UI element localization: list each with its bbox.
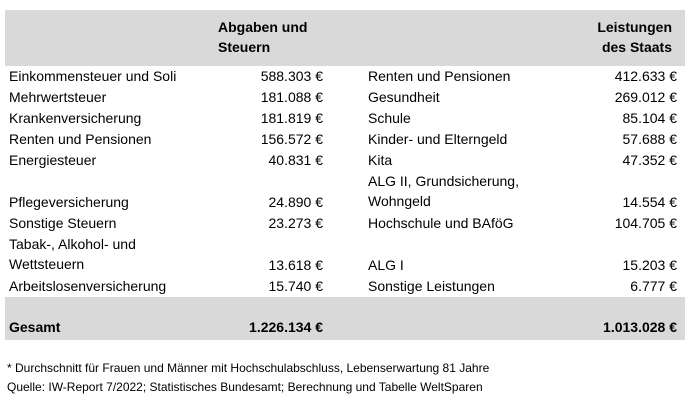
right-row-label: Kinder- und Elterngeld (368, 131, 508, 147)
left-row-label-line2: Wettsteuern (9, 256, 85, 272)
right-row-label: Renten und Pensionen (368, 68, 511, 84)
right-row-label-line1: ALG II, Grundsicherung, (368, 173, 519, 189)
header-abgaben-steuern: Abgaben und Steuern (218, 17, 307, 57)
left-row-value: 156.572 € (260, 131, 323, 147)
right-row-label: Hochschule und BAföG (368, 215, 514, 231)
right-row-label: Sonstige Leistungen (368, 278, 495, 294)
left-row-label: Energiesteuer (9, 152, 97, 168)
left-row-value: 181.088 € (260, 89, 323, 105)
right-row-value: 85.104 € (622, 110, 678, 126)
total-leistungen-value: 1.013.028 € (603, 319, 677, 335)
right-row-value: 15.203 € (622, 257, 678, 273)
left-row-value: 23.273 € (268, 215, 324, 231)
table-header-background (5, 10, 685, 66)
left-row-label: Renten und Pensionen (9, 131, 152, 147)
left-row-label: Arbeitslosenversicherung (9, 278, 167, 294)
right-row-value: 14.554 € (622, 194, 678, 210)
left-row-label: Mehrwertsteuer (9, 89, 107, 105)
header-leistungen-staat: Leistungen des Staats (597, 17, 672, 57)
total-abgaben-value: 1.226.134 € (249, 319, 323, 335)
right-row-label: ALG I (368, 257, 404, 273)
right-row-value: 6.777 € (630, 278, 677, 294)
left-row-value: 13.618 € (268, 257, 324, 273)
header-abgaben-line2: Steuern (218, 39, 271, 55)
right-row-label: Gesundheit (368, 89, 440, 105)
right-row-value: 57.688 € (622, 131, 678, 147)
left-row-label: Pflegeversicherung (9, 194, 129, 210)
left-row-label: Einkommensteuer und Soli (9, 68, 177, 84)
right-row-value: 47.352 € (622, 152, 678, 168)
left-row-value: 15.740 € (268, 278, 324, 294)
right-row-label-line2: Wohngeld (368, 193, 431, 209)
left-row-value: 24.890 € (268, 194, 324, 210)
right-row-value: 104.705 € (614, 215, 677, 231)
left-row-label: Sonstige Steuern (9, 215, 117, 231)
right-row-value: 269.012 € (614, 89, 677, 105)
header-leistungen-line1: Leistungen (597, 19, 672, 35)
header-abgaben-line1: Abgaben und (218, 19, 308, 35)
right-row-label: Schule (368, 110, 411, 126)
left-row-label-two-line: Tabak-, Alkohol- und Wettsteuern (9, 234, 136, 274)
left-row-label-line1: Tabak-, Alkohol- und (9, 236, 136, 252)
header-leistungen-line2: des Staats (601, 39, 672, 55)
right-row-label: Kita (368, 152, 393, 168)
right-row-value: 412.633 € (614, 68, 677, 84)
total-label: Gesamt (9, 319, 61, 335)
left-row-value: 588.303 € (260, 68, 323, 84)
table-total-background (5, 297, 685, 340)
source-note: Quelle: IW-Report 7/2022; Statistisches … (7, 380, 483, 394)
left-row-value: 181.819 € (260, 110, 323, 126)
footnote: * Durchschnitt für Frauen und Männer mit… (7, 361, 490, 375)
right-row-label-two-line: ALG II, Grundsicherung, Wohngeld (368, 171, 519, 211)
left-row-label: Krankenversicherung (9, 110, 142, 126)
left-row-value: 40.831 € (268, 152, 324, 168)
